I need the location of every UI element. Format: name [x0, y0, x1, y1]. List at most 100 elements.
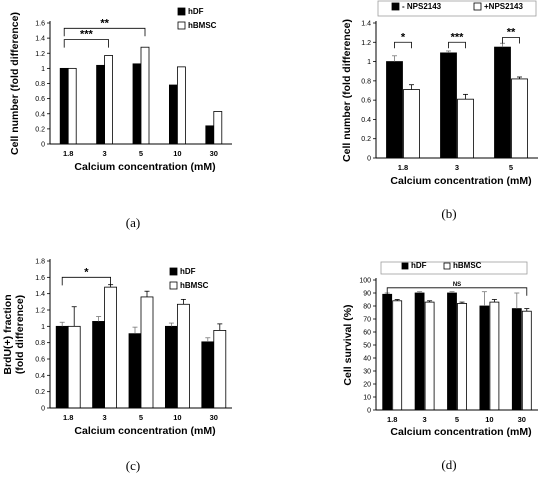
y-tick-label: 1.4 — [35, 36, 45, 43]
bar-hbmsc — [489, 301, 500, 411]
bar-nps2143 — [511, 78, 528, 159]
significance-label: * — [84, 266, 89, 278]
significance-label: ** — [507, 26, 516, 38]
bar-hbmsc — [67, 67, 77, 145]
y-tick-label: 0 — [367, 408, 371, 415]
bar-hdf — [132, 63, 142, 145]
significance-bracket — [394, 41, 412, 49]
x-tick-label: 1.8 — [398, 163, 408, 172]
significance-bracket — [502, 37, 520, 44]
x-tick-label: 5 — [139, 149, 143, 158]
y-tick-label: 0.4 — [35, 111, 45, 118]
y-tick-label: 0.8 — [35, 340, 45, 347]
x-tick-label: 5 — [509, 163, 513, 172]
x-tick-label: 3 — [455, 163, 459, 172]
legend-swatch — [391, 2, 400, 11]
y-tick-label: 1.6 — [35, 21, 45, 28]
x-axis-label: Calcium concentration (mM) — [74, 161, 215, 173]
legend-swatch — [177, 21, 186, 30]
y-tick-label: 20 — [363, 382, 371, 389]
bar-hbmsc — [424, 301, 435, 411]
bar-hdf — [96, 64, 105, 145]
bar-nps2143 — [440, 52, 457, 159]
bar-hdf — [55, 325, 69, 409]
x-tick-label: 5 — [139, 413, 143, 422]
bar-hdf — [382, 293, 393, 411]
legend-label: hDF — [188, 7, 204, 16]
y-tick-label: 0.8 — [35, 81, 45, 88]
legend-swatch — [473, 2, 482, 11]
y-tick-label: 50 — [363, 343, 371, 350]
bar-hdf — [168, 84, 178, 145]
chart-panel-a: 0 0.2 0.4 0.6 0.8 1 1.2 1.4 1.6 1.8 3 5 10 30 Calcium … — [9, 7, 232, 230]
y-tick-label: 1.2 — [35, 51, 45, 58]
x-tick-label: 1.8 — [63, 413, 73, 422]
y-tick-label: 0 — [41, 142, 45, 149]
x-tick-label: 5 — [455, 415, 459, 424]
bar-hbmsc — [457, 302, 467, 411]
bar-hbmsc — [213, 111, 223, 145]
bar-hdf — [201, 341, 215, 409]
bar-hbmsc — [140, 46, 150, 145]
legend-label: hBMSC — [180, 281, 209, 290]
legend-label: hDF — [180, 267, 196, 276]
significance-label: *** — [80, 29, 94, 41]
y-tick-label: 40 — [363, 356, 371, 363]
legend-frame — [377, 0, 537, 17]
significance-label: NS — [453, 282, 461, 288]
y-tick-label: 1.2 — [361, 40, 371, 47]
y-axis-label: Cell number (fold difference) — [9, 12, 21, 155]
significance-label: * — [401, 31, 406, 43]
x-tick-label: 1.8 — [387, 415, 397, 424]
y-tick-label: 1.4 — [361, 21, 371, 28]
y-tick-label: 1 — [367, 59, 371, 66]
y-tick-label: 1 — [41, 66, 45, 73]
x-tick-label: 30 — [210, 413, 218, 422]
x-tick-label: 3 — [103, 149, 107, 158]
legend-swatch — [177, 7, 186, 16]
bar-hbmsc — [176, 66, 186, 145]
significance-label: ** — [100, 17, 109, 29]
y-tick-label: 0.4 — [35, 373, 45, 380]
significance-bracket — [448, 41, 466, 49]
y-tick-label: 1.8 — [35, 259, 45, 266]
bar-hdf — [128, 333, 142, 409]
y-tick-label: 0.4 — [361, 117, 371, 124]
panel-label: (d) — [441, 457, 456, 472]
y-tick-label: 10 — [363, 395, 371, 402]
bar-hdf — [479, 305, 490, 411]
y-tick-label: 1.2 — [35, 308, 45, 315]
x-tick-label: 10 — [485, 415, 493, 424]
legend-swatch — [443, 262, 451, 270]
y-tick-label: 100 — [359, 278, 371, 285]
panel-label: (c) — [126, 458, 140, 473]
bar-hbmsc — [176, 303, 190, 409]
bar-hbmsc — [104, 286, 117, 409]
y-tick-label: 90 — [363, 291, 371, 298]
chart-panel-d: 0 10 20 30 40 50 60 70 80 90 100 1.8 3 5 10 30 Calcium c… — [342, 261, 538, 472]
legend-swatch — [169, 267, 178, 276]
x-tick-label: 10 — [173, 149, 181, 158]
bar-nps2143 — [494, 46, 511, 159]
bar-hdf — [59, 67, 69, 145]
significance-bracket — [63, 39, 109, 48]
bar-hdf — [92, 321, 105, 409]
bar-hbmsc — [67, 325, 81, 409]
x-tick-label: 10 — [173, 413, 181, 422]
y-tick-label: 60 — [363, 330, 371, 337]
bar-nps2143 — [457, 98, 474, 159]
legend-label: +NPS2143 — [484, 2, 523, 11]
y-axis-label: Cell number (fold difference) — [341, 19, 353, 162]
y-tick-label: 0 — [41, 406, 45, 413]
y-tick-label: 1.4 — [35, 291, 45, 298]
chart-panel-c: 0 0.2 0.4 0.6 0.8 1 1.2 1.4 1.6 1.8 1.8 3 5 10 30 Calci… — [2, 259, 232, 473]
y-tick-label: 80 — [363, 304, 371, 311]
x-axis-label: Calcium concentration (mM) — [390, 426, 531, 438]
legend-label: hBMSC — [188, 21, 217, 30]
x-axis-label: Calcium concentration (mM) — [74, 425, 215, 437]
legend-label: - NPS2143 — [402, 2, 442, 11]
significance-bracket — [61, 276, 111, 286]
bar-nps2143 — [403, 89, 420, 159]
significance-label: *** — [451, 31, 465, 43]
